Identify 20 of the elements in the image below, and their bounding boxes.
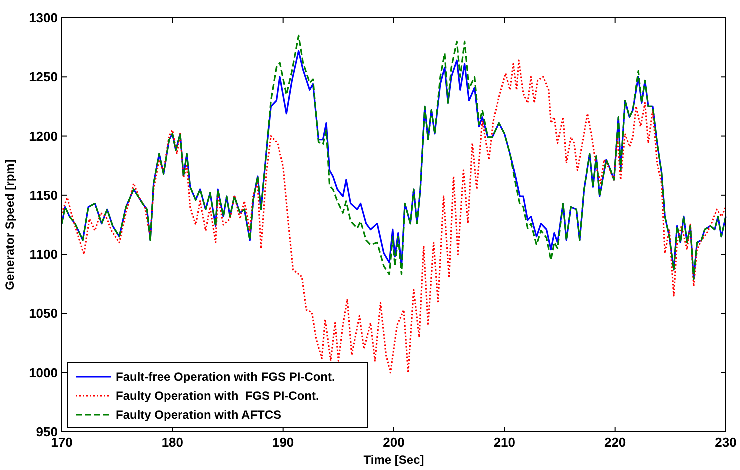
y-tick-label: 1300 [29,10,58,26]
y-tick-label: 1200 [29,128,58,144]
y-tick-label: 1250 [29,70,58,85]
x-tick-label: 210 [494,435,516,450]
x-tick-label: 180 [162,435,184,450]
legend-label: Faulty Operation with AFTCS [116,408,282,422]
y-tick-label: 950 [36,424,58,440]
legend-label: Fault-free Operation with FGS PI-Cont. [116,370,336,384]
y-tick-label: 1150 [30,188,58,203]
line-series [61,60,727,374]
legend-label: Faulty Operation with FGS PI-Cont. [116,389,320,403]
x-tick-label: 230 [715,435,737,450]
x-tick-label: 200 [383,435,405,450]
y-tick-label: 1050 [29,306,58,322]
x-axis-title: Time [Sec] [364,453,424,467]
y-axis-title: Generator Speed [rpm] [3,160,17,290]
x-tick-label: 220 [604,435,626,450]
x-tick-label: 190 [272,435,294,450]
y-tick-label: 1000 [29,365,58,380]
y-tick-label: 1100 [30,247,58,262]
